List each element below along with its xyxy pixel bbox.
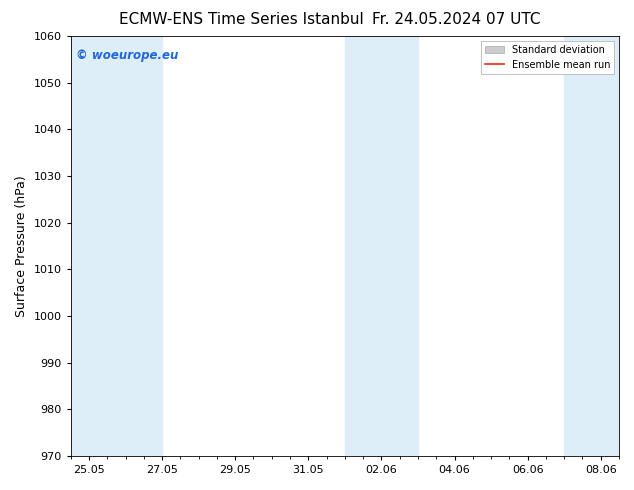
Text: ECMW-ENS Time Series Istanbul: ECMW-ENS Time Series Istanbul — [119, 12, 363, 27]
Bar — [71, 36, 162, 456]
Legend: Standard deviation, Ensemble mean run: Standard deviation, Ensemble mean run — [481, 41, 614, 74]
Bar — [564, 36, 619, 456]
Y-axis label: Surface Pressure (hPa): Surface Pressure (hPa) — [15, 175, 28, 317]
Bar — [345, 36, 418, 456]
Text: Fr. 24.05.2024 07 UTC: Fr. 24.05.2024 07 UTC — [372, 12, 541, 27]
Text: © woeurope.eu: © woeurope.eu — [76, 49, 179, 62]
